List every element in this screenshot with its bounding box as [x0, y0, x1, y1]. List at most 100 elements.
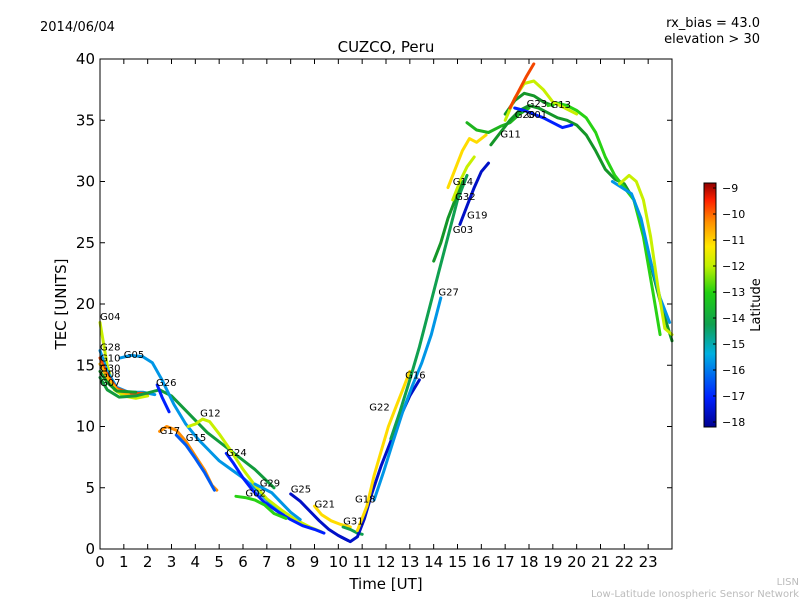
- series-g05: [118, 353, 285, 517]
- satellite-label: G04: [100, 312, 120, 323]
- satellite-label: G15: [186, 433, 206, 444]
- x-tick-label: 22: [615, 553, 634, 571]
- colorbar-tick-label: −12: [722, 260, 745, 273]
- series-g27: [389, 173, 469, 441]
- satellite-label: G23: [527, 99, 547, 110]
- x-tick-label: 3: [167, 553, 177, 571]
- series-g14: [446, 133, 488, 190]
- colorbar: [703, 182, 717, 428]
- x-tick-label: 16: [472, 553, 491, 571]
- satellite-label: G10: [100, 354, 120, 365]
- colorbar-tick-label: −17: [722, 390, 745, 403]
- x-tick-label: 20: [567, 553, 586, 571]
- colorbar-tick-label: −18: [722, 416, 745, 429]
- series-g16: [372, 296, 443, 502]
- series-g09: [508, 62, 536, 110]
- series-g02: [234, 494, 288, 520]
- colorbar-tick-label: −10: [722, 208, 745, 221]
- x-tick-label: 8: [286, 553, 296, 571]
- series-g11: [465, 106, 531, 134]
- series-g01: [513, 106, 574, 130]
- series-g24: [224, 451, 326, 535]
- satellite-label: G17: [160, 426, 180, 437]
- satellite-label: G32: [455, 192, 475, 203]
- colorbar-tick-label: −13: [722, 286, 745, 299]
- colorbar-ticks: −9 −10 −11 −12 −13 −14 −15 −16 −17 −18: [713, 182, 745, 429]
- satellite-label: G01: [527, 110, 547, 121]
- satellite-label: G30: [100, 363, 120, 374]
- series-g26: [155, 383, 171, 414]
- x-tick-label: 23: [639, 553, 658, 571]
- x-tick-label: 18: [519, 553, 538, 571]
- colorbar-tick-label: −11: [722, 234, 745, 247]
- x-tick-label: 11: [353, 553, 372, 571]
- colorbar-tick-label: −15: [722, 338, 745, 351]
- satellite-label: G02: [245, 488, 265, 499]
- x-tick-label: 7: [262, 553, 272, 571]
- satellite-label: G07: [100, 378, 120, 389]
- series-g21: [313, 504, 352, 529]
- x-tick-label: 21: [591, 553, 610, 571]
- series-g20: [489, 104, 674, 343]
- y-tick-label: 15: [76, 356, 95, 374]
- satellite-label: G22: [369, 403, 389, 414]
- date-label: 2014/06/04: [40, 20, 115, 35]
- series-layer: [98, 62, 674, 544]
- x-tick-label: 5: [214, 553, 224, 571]
- y-tick-label: 30: [76, 173, 95, 191]
- colorbar-label: Latitude: [749, 278, 764, 332]
- satellite-label: G26: [156, 378, 176, 389]
- x-tick-label: 1: [119, 553, 129, 571]
- satellite-label: G19: [467, 210, 487, 221]
- x-tick-label: 19: [543, 553, 562, 571]
- x-tick-label: 9: [310, 553, 320, 571]
- elevation-label: elevation > 30: [664, 32, 760, 47]
- series-g04: [98, 320, 150, 400]
- x-tick-label: 12: [376, 553, 395, 571]
- footer-network: Low-Latitude Ionospheric Sensor Network: [591, 589, 799, 600]
- x-tick-label: 4: [191, 553, 201, 571]
- x-tick-label: 10: [329, 553, 348, 571]
- rx-bias-label: rx_bias = 43.0: [666, 16, 760, 31]
- satellite-label: G08: [100, 370, 120, 381]
- satellite-label: G21: [315, 499, 335, 510]
- satellite-label: G24: [226, 448, 246, 459]
- satellite-label: G29: [260, 479, 280, 490]
- y-tick-label: 40: [76, 50, 95, 68]
- x-tick-label: 15: [448, 553, 467, 571]
- axis-ticks: 0 1 2 3 4 5 6 7 8 9 10 11 12 13 14 15 16 17 18 19 20 21 22 2305…: [76, 50, 672, 571]
- series-g29: [253, 482, 302, 522]
- y-tick-label: 25: [76, 234, 95, 252]
- plot-frame: [99, 58, 673, 550]
- x-tick-label: 17: [496, 553, 515, 571]
- y-tick-label: 5: [85, 479, 95, 497]
- x-axis-label: Time [UT]: [348, 575, 422, 593]
- satellite-label: G20: [515, 110, 535, 121]
- footer-lisn: LISN: [777, 577, 799, 588]
- colorbar-tick-label: −9: [722, 182, 738, 195]
- satellite-label: G27: [438, 287, 458, 298]
- series-g16b: [618, 173, 674, 337]
- satellite-label: G16: [405, 371, 425, 382]
- colorbar-tick-label: −16: [722, 364, 745, 377]
- satellite-label: G11: [500, 129, 520, 140]
- satellite-label: G14: [453, 177, 473, 188]
- series-g22: [355, 369, 412, 533]
- y-tick-label: 20: [76, 295, 95, 313]
- y-axis-label: TEC [UNITS]: [52, 259, 70, 351]
- series-g07: [98, 376, 276, 490]
- series-g12: [186, 417, 324, 534]
- x-tick-label: 0: [95, 553, 105, 571]
- series-g32: [451, 155, 476, 202]
- y-tick-label: 0: [85, 540, 95, 558]
- satellite-label: G12: [200, 409, 220, 420]
- satellite-label: G31: [343, 517, 363, 528]
- satellite-label: G18: [355, 494, 375, 505]
- colorbar-tick-label: −14: [722, 312, 745, 325]
- y-tick-label: 35: [76, 111, 95, 129]
- satellite-label: G25: [291, 485, 311, 496]
- x-tick-label: 13: [400, 553, 419, 571]
- series-g03: [432, 180, 464, 263]
- x-tick-label: 6: [238, 553, 248, 571]
